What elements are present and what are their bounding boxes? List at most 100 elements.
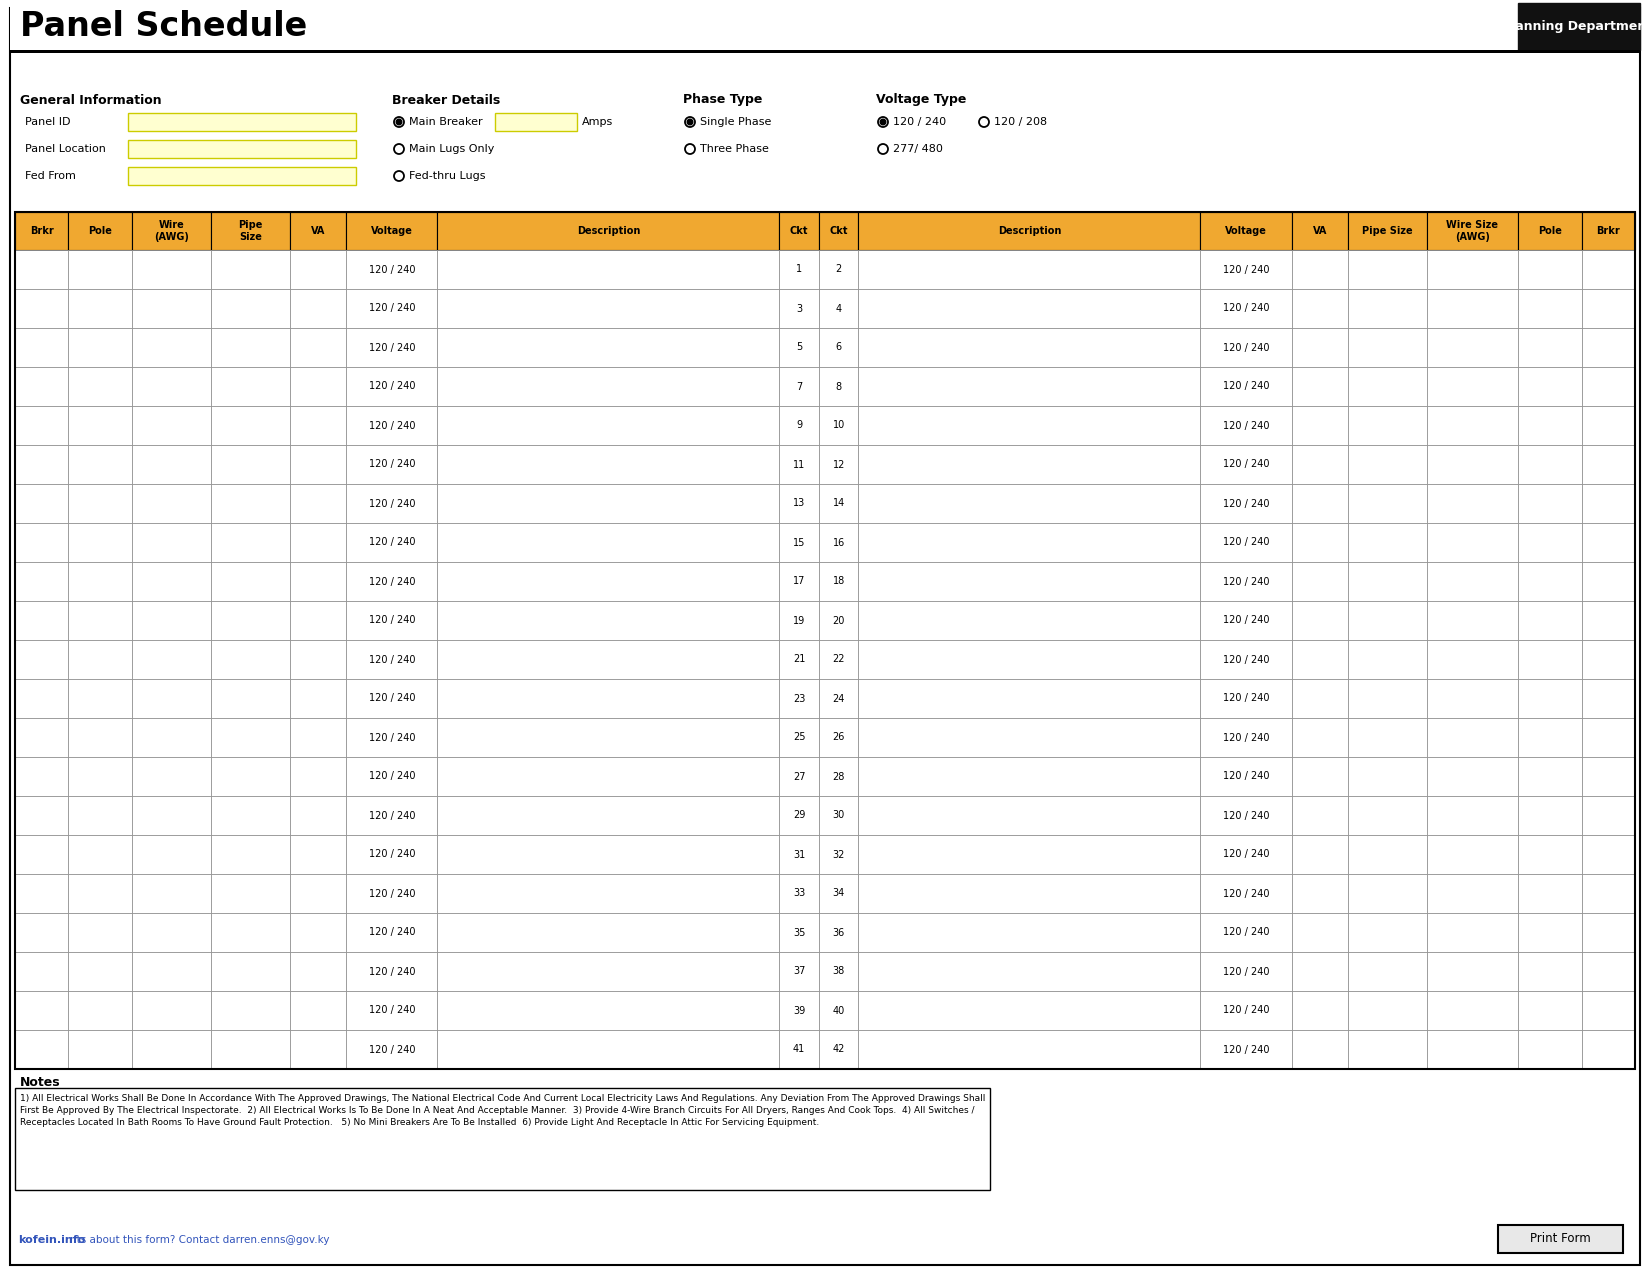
- Text: 120 / 240: 120 / 240: [893, 117, 945, 128]
- Bar: [211, 250, 290, 289]
- Bar: [779, 562, 818, 601]
- Text: Voltage: Voltage: [1224, 226, 1267, 236]
- Text: 15: 15: [794, 538, 805, 547]
- Bar: [15, 991, 68, 1030]
- Text: 120 / 240: 120 / 240: [1223, 421, 1269, 431]
- Text: 17: 17: [794, 576, 805, 587]
- Bar: [1582, 289, 1635, 328]
- Bar: [437, 212, 779, 250]
- Bar: [1518, 873, 1582, 913]
- Bar: [346, 991, 437, 1030]
- Bar: [346, 757, 437, 796]
- Text: 8: 8: [835, 381, 842, 391]
- Text: 30: 30: [833, 811, 845, 821]
- Bar: [858, 250, 1200, 289]
- Bar: [818, 718, 858, 757]
- Bar: [1292, 601, 1348, 640]
- Bar: [1200, 835, 1292, 873]
- Bar: [779, 718, 818, 757]
- Bar: [346, 445, 437, 484]
- Bar: [437, 601, 779, 640]
- Text: 1) All Electrical Works Shall Be Done In Accordance With The Approved Drawings, : 1) All Electrical Works Shall Be Done In…: [20, 1094, 985, 1127]
- Bar: [1518, 212, 1582, 250]
- Bar: [1582, 367, 1635, 405]
- Bar: [132, 991, 211, 1030]
- Bar: [1292, 873, 1348, 913]
- Bar: [779, 601, 818, 640]
- Text: 120 / 240: 120 / 240: [1223, 966, 1269, 977]
- Text: 19: 19: [794, 616, 805, 626]
- Bar: [68, 405, 132, 445]
- Bar: [15, 718, 68, 757]
- Bar: [1518, 913, 1582, 952]
- Bar: [437, 523, 779, 562]
- Bar: [1582, 952, 1635, 991]
- Text: Single Phase: Single Phase: [700, 117, 772, 128]
- Bar: [290, 367, 346, 405]
- Circle shape: [686, 119, 693, 125]
- Bar: [211, 1030, 290, 1068]
- Bar: [1427, 601, 1518, 640]
- Bar: [437, 445, 779, 484]
- Bar: [1582, 445, 1635, 484]
- Bar: [211, 952, 290, 991]
- Bar: [1348, 796, 1427, 835]
- Bar: [346, 796, 437, 835]
- Text: 120 / 240: 120 / 240: [368, 264, 416, 274]
- Bar: [1292, 289, 1348, 328]
- Bar: [1518, 601, 1582, 640]
- Bar: [1427, 212, 1518, 250]
- Bar: [15, 212, 68, 250]
- Bar: [290, 1030, 346, 1068]
- Bar: [437, 718, 779, 757]
- Text: 120 / 240: 120 / 240: [368, 811, 416, 821]
- Bar: [1292, 562, 1348, 601]
- Bar: [437, 796, 779, 835]
- Text: 120 / 240: 120 / 240: [368, 538, 416, 547]
- Bar: [1292, 757, 1348, 796]
- Bar: [1200, 289, 1292, 328]
- Bar: [818, 913, 858, 952]
- Bar: [15, 835, 68, 873]
- Bar: [132, 484, 211, 523]
- Bar: [290, 250, 346, 289]
- Bar: [1200, 367, 1292, 405]
- Text: Planning Department.: Planning Department.: [1502, 20, 1650, 33]
- Bar: [1348, 562, 1427, 601]
- Bar: [15, 913, 68, 952]
- Text: 37: 37: [794, 966, 805, 977]
- Bar: [858, 562, 1200, 601]
- Text: 120 / 208: 120 / 208: [993, 117, 1048, 128]
- Bar: [346, 289, 437, 328]
- Bar: [858, 991, 1200, 1030]
- Text: 11: 11: [794, 459, 805, 469]
- Bar: [1200, 405, 1292, 445]
- Bar: [1582, 328, 1635, 367]
- Bar: [68, 796, 132, 835]
- Bar: [68, 1030, 132, 1068]
- Bar: [211, 367, 290, 405]
- Bar: [779, 212, 818, 250]
- Bar: [211, 991, 290, 1030]
- Bar: [1200, 718, 1292, 757]
- Bar: [1348, 405, 1427, 445]
- Bar: [346, 562, 437, 601]
- Bar: [1582, 640, 1635, 680]
- Bar: [1348, 952, 1427, 991]
- Bar: [15, 1088, 990, 1190]
- Text: 120 / 240: 120 / 240: [1223, 343, 1269, 352]
- Text: Three Phase: Three Phase: [700, 144, 769, 154]
- Bar: [437, 873, 779, 913]
- Bar: [818, 405, 858, 445]
- Bar: [346, 367, 437, 405]
- Bar: [1518, 757, 1582, 796]
- Text: Wire Size
(AWG): Wire Size (AWG): [1447, 221, 1498, 242]
- Text: 120 / 240: 120 / 240: [1223, 381, 1269, 391]
- Bar: [1518, 952, 1582, 991]
- Bar: [211, 289, 290, 328]
- Bar: [132, 680, 211, 718]
- Text: 120 / 240: 120 / 240: [1223, 616, 1269, 626]
- Text: Breaker Details: Breaker Details: [393, 93, 500, 107]
- Text: 22: 22: [833, 654, 845, 664]
- Bar: [858, 484, 1200, 523]
